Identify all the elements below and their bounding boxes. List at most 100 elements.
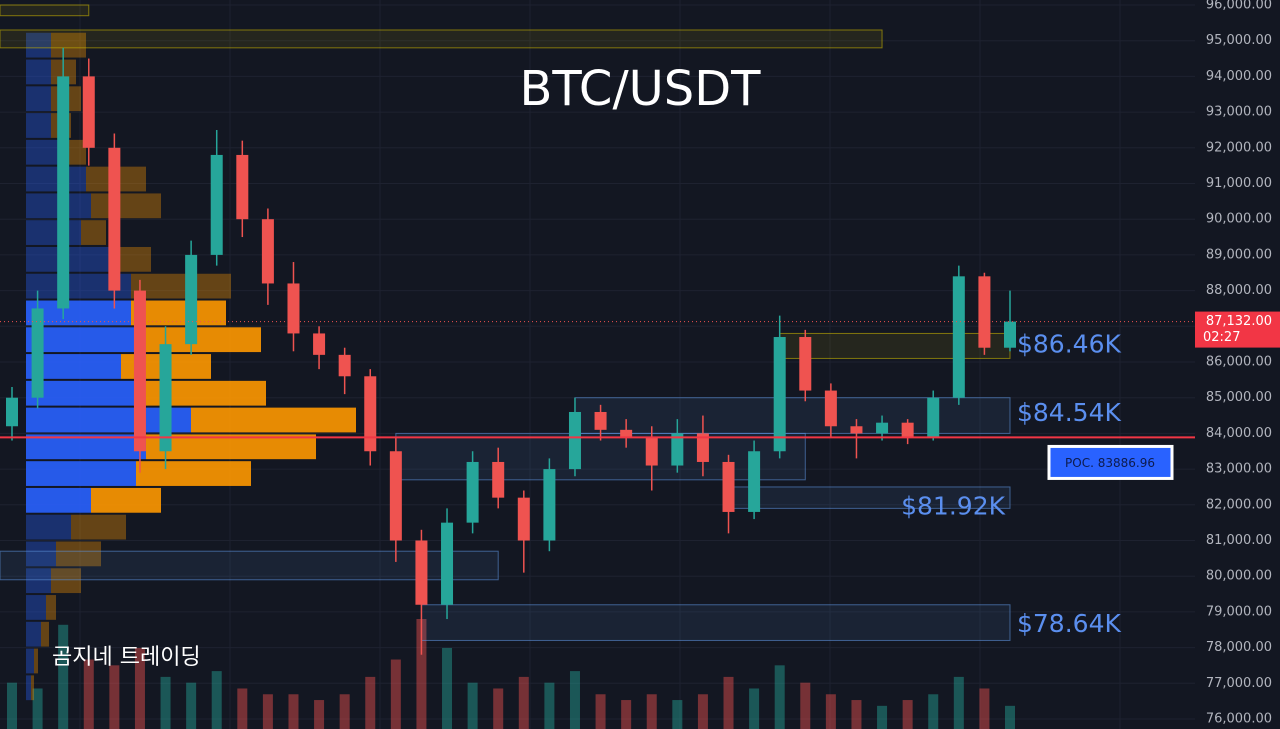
volume-bar bbox=[237, 688, 248, 729]
candle-body bbox=[133, 290, 146, 452]
chart-title: BTC/USDT bbox=[519, 61, 761, 117]
zone bbox=[0, 550, 499, 581]
countdown: 02:27 bbox=[1203, 330, 1240, 345]
level-label: $81.92K bbox=[901, 492, 1005, 521]
candle-body bbox=[568, 411, 581, 470]
y-tick-label: 90,000.00 bbox=[1206, 212, 1272, 227]
volume-bar bbox=[442, 647, 453, 729]
volume-bar bbox=[902, 700, 913, 729]
candle-body bbox=[901, 422, 914, 437]
volume-bar bbox=[518, 676, 529, 729]
zone bbox=[779, 332, 1011, 359]
y-tick-label: 88,000.00 bbox=[1206, 283, 1272, 298]
profile-up bbox=[26, 220, 81, 245]
volume-bar bbox=[569, 671, 580, 729]
volume-bar bbox=[390, 659, 401, 729]
profile-down bbox=[46, 595, 56, 620]
profile-up bbox=[26, 621, 41, 647]
volume-bar bbox=[953, 676, 964, 729]
level-label: $78.64K bbox=[1017, 609, 1121, 638]
candle-body bbox=[952, 276, 965, 398]
volume-bar bbox=[314, 700, 325, 729]
candle-body bbox=[389, 451, 402, 541]
profile-up bbox=[26, 32, 51, 58]
profile-down bbox=[66, 139, 86, 165]
y-tick-label: 85,000.00 bbox=[1206, 390, 1272, 405]
volume-bar bbox=[621, 700, 632, 729]
y-tick-label: 78,000.00 bbox=[1206, 640, 1272, 655]
volume-bar bbox=[851, 700, 862, 729]
volume-bar bbox=[416, 619, 427, 729]
candle-body bbox=[31, 308, 44, 398]
profile-up bbox=[26, 166, 86, 192]
candle-body bbox=[927, 397, 940, 437]
y-tick-label: 96,000.00 bbox=[1206, 0, 1272, 13]
volume-bar bbox=[160, 676, 171, 729]
y-tick-label: 79,000.00 bbox=[1206, 604, 1272, 619]
volume-bar bbox=[58, 624, 69, 729]
volume-bar bbox=[262, 694, 273, 729]
volume-bar bbox=[800, 682, 811, 729]
level-label: $86.46K bbox=[1017, 330, 1121, 359]
profile-down bbox=[71, 514, 126, 540]
volume-bar bbox=[83, 659, 94, 729]
poc-box bbox=[1047, 444, 1174, 480]
volume-bar bbox=[339, 694, 350, 729]
volume-bar bbox=[7, 682, 17, 729]
volume-bar bbox=[493, 688, 504, 729]
y-tick-label: 82,000.00 bbox=[1206, 497, 1272, 512]
profile-up bbox=[26, 568, 51, 594]
profile-up bbox=[26, 86, 51, 112]
profile-down bbox=[136, 461, 251, 486]
y-tick-label: 80,000.00 bbox=[1206, 569, 1272, 584]
volume-bar bbox=[134, 647, 145, 729]
candle-body bbox=[671, 433, 684, 466]
profile-up bbox=[26, 327, 136, 353]
y-tick-label: 77,000.00 bbox=[1206, 676, 1272, 691]
candle-body bbox=[876, 422, 889, 434]
profile-down bbox=[136, 327, 261, 353]
zone bbox=[420, 604, 1011, 641]
candle-body bbox=[799, 337, 812, 391]
profile-down bbox=[56, 541, 101, 567]
profile-down bbox=[191, 407, 356, 433]
profile-up bbox=[26, 461, 136, 486]
volume-bar bbox=[825, 694, 836, 729]
volume-bar bbox=[646, 694, 657, 729]
profile-down bbox=[51, 568, 81, 594]
last-price-label: 87,132.00 bbox=[1206, 314, 1272, 329]
candle-body bbox=[517, 497, 530, 541]
candle-body bbox=[6, 397, 18, 427]
zone bbox=[574, 397, 1011, 434]
watermark: 곰지네 트레이딩 bbox=[52, 645, 201, 670]
y-tick-label: 83,000.00 bbox=[1206, 462, 1272, 477]
volume-bar bbox=[365, 676, 376, 729]
profile-down bbox=[51, 32, 86, 58]
candle-body bbox=[722, 461, 735, 512]
profile-down bbox=[131, 273, 231, 299]
profile-up bbox=[26, 380, 136, 406]
profile-down bbox=[91, 193, 161, 219]
candle-body bbox=[287, 283, 300, 334]
volume-bar bbox=[467, 682, 478, 729]
candle-body bbox=[824, 390, 837, 427]
y-tick-label: 84,000.00 bbox=[1206, 426, 1272, 441]
candle-body bbox=[1004, 321, 1016, 348]
volume-bar bbox=[723, 676, 734, 729]
candle-body bbox=[185, 254, 198, 345]
profile-down bbox=[136, 380, 266, 406]
y-tick-label: 92,000.00 bbox=[1206, 140, 1272, 155]
level-label: $84.54K bbox=[1017, 398, 1121, 427]
y-tick-label: 76,000.00 bbox=[1206, 712, 1272, 727]
profile-down bbox=[146, 434, 316, 460]
last-price-box bbox=[1195, 311, 1280, 348]
profile-down bbox=[41, 621, 49, 647]
profile-down bbox=[91, 487, 161, 513]
candle-body bbox=[236, 154, 249, 220]
candle-body bbox=[415, 540, 428, 605]
candle-body bbox=[466, 461, 479, 523]
poc-label: POC. 83886.96 bbox=[1065, 456, 1155, 470]
profile-up bbox=[26, 434, 146, 460]
y-tick-label: 94,000.00 bbox=[1206, 69, 1272, 84]
